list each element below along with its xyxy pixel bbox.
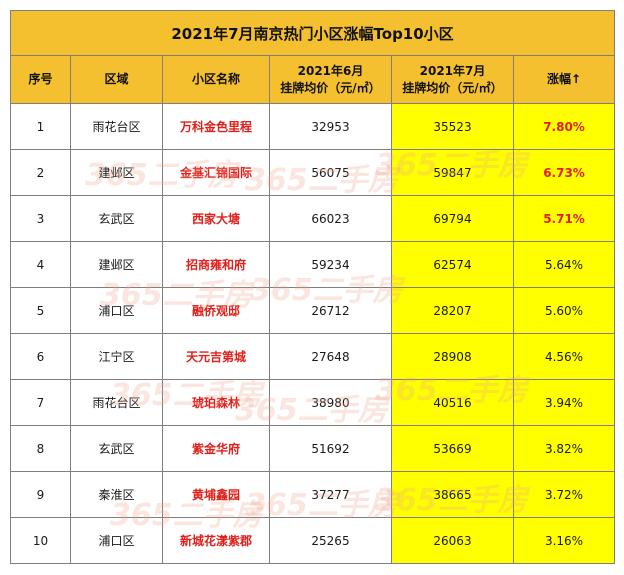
- table-row: 3 玄武区 西家大塘 66023 69794 5.71%: [10, 195, 616, 242]
- cell-community-name: 新城花漾紫郡: [162, 517, 270, 564]
- table-row: 1 雨花台区 万科金色里程 32953 35523 7.80%: [10, 103, 616, 150]
- cell-community-name: 琥珀森林: [162, 379, 270, 426]
- cell-growth: 5.60%: [512, 287, 616, 334]
- cell-community-name: 天元吉第城: [162, 333, 270, 380]
- cell-rank: 1: [10, 103, 71, 150]
- cell-growth: 5.71%: [512, 195, 616, 242]
- cell-growth: 4.56%: [512, 333, 616, 380]
- cell-july-price: 40516: [391, 379, 514, 426]
- cell-july-price: 62574: [391, 241, 514, 288]
- header-growth: 涨幅↑: [512, 55, 616, 104]
- cell-growth: 3.94%: [512, 379, 616, 426]
- cell-june-price: 26712: [269, 287, 392, 334]
- cell-district: 玄武区: [70, 425, 163, 472]
- header-july-line1: 2021年7月: [419, 63, 486, 78]
- header-rank: 序号: [10, 55, 71, 104]
- cell-june-price: 27648: [269, 333, 392, 380]
- table-row: 10 浦口区 新城花漾紫郡 25265 26063 3.16%: [10, 517, 616, 564]
- cell-community-name: 招商雍和府: [162, 241, 270, 288]
- cell-rank: 6: [10, 333, 71, 380]
- cell-district: 浦口区: [70, 517, 163, 564]
- cell-rank: 2: [10, 149, 71, 196]
- cell-june-price: 51692: [269, 425, 392, 472]
- cell-july-price: 38665: [391, 471, 514, 518]
- cell-june-price: 37277: [269, 471, 392, 518]
- cell-district: 浦口区: [70, 287, 163, 334]
- table-row: 2 建邺区 金基汇锦国际 56075 59847 6.73%: [10, 149, 616, 196]
- cell-june-price: 66023: [269, 195, 392, 242]
- cell-growth: 6.73%: [512, 149, 616, 196]
- cell-district: 雨花台区: [70, 379, 163, 426]
- cell-growth: 3.16%: [512, 517, 616, 564]
- table-title: 2021年7月南京热门小区涨幅Top10小区: [9, 10, 616, 56]
- table-row: 4 建邺区 招商雍和府 59234 62574 5.64%: [10, 241, 616, 288]
- cell-district: 建邺区: [70, 241, 163, 288]
- cell-july-price: 26063: [391, 517, 514, 564]
- cell-rank: 8: [10, 425, 71, 472]
- header-june-price: 2021年6月 挂牌均价（元/㎡）: [269, 55, 392, 104]
- cell-community-name: 黄埔鑫园: [162, 471, 270, 518]
- cell-june-price: 25265: [269, 517, 392, 564]
- table-row: 9 秦淮区 黄埔鑫园 37277 38665 3.72%: [10, 471, 616, 518]
- cell-july-price: 53669: [391, 425, 514, 472]
- header-july-line2: 挂牌均价（元/㎡）: [402, 80, 503, 95]
- cell-rank: 5: [10, 287, 71, 334]
- header-district: 区域: [70, 55, 163, 104]
- cell-june-price: 59234: [269, 241, 392, 288]
- cell-community-name: 金基汇锦国际: [162, 149, 270, 196]
- header-june-line1: 2021年6月: [297, 63, 364, 78]
- ranking-table-container: 2021年7月南京热门小区涨幅Top10小区 序号 区域 小区名称 2021年6…: [9, 10, 616, 564]
- cell-district: 秦淮区: [70, 471, 163, 518]
- cell-district: 江宁区: [70, 333, 163, 380]
- cell-rank: 7: [10, 379, 71, 426]
- header-june-line2: 挂牌均价（元/㎡）: [280, 80, 381, 95]
- cell-rank: 9: [10, 471, 71, 518]
- header-july-price: 2021年7月 挂牌均价（元/㎡）: [391, 55, 514, 104]
- cell-community-name: 万科金色里程: [162, 103, 270, 150]
- cell-rank: 10: [10, 517, 71, 564]
- cell-growth: 3.72%: [512, 471, 616, 518]
- cell-district: 玄武区: [70, 195, 163, 242]
- cell-growth: 5.64%: [512, 241, 616, 288]
- header-name: 小区名称: [162, 55, 270, 104]
- cell-july-price: 35523: [391, 103, 514, 150]
- cell-july-price: 28207: [391, 287, 514, 334]
- ranking-table: 2021年7月南京热门小区涨幅Top10小区 序号 区域 小区名称 2021年6…: [9, 10, 616, 564]
- cell-july-price: 28908: [391, 333, 514, 380]
- cell-july-price: 69794: [391, 195, 514, 242]
- cell-community-name: 紫金华府: [162, 425, 270, 472]
- table-row: 7 雨花台区 琥珀森林 38980 40516 3.94%: [10, 379, 616, 426]
- cell-rank: 4: [10, 241, 71, 288]
- cell-community-name: 融侨观邸: [162, 287, 270, 334]
- cell-june-price: 56075: [269, 149, 392, 196]
- cell-district: 雨花台区: [70, 103, 163, 150]
- cell-growth: 7.80%: [512, 103, 616, 150]
- table-row: 8 玄武区 紫金华府 51692 53669 3.82%: [10, 425, 616, 472]
- cell-district: 建邺区: [70, 149, 163, 196]
- cell-june-price: 38980: [269, 379, 392, 426]
- table-row: 6 江宁区 天元吉第城 27648 28908 4.56%: [10, 333, 616, 380]
- cell-growth: 3.82%: [512, 425, 616, 472]
- cell-community-name: 西家大塘: [162, 195, 270, 242]
- table-body: 1 雨花台区 万科金色里程 32953 35523 7.80% 2 建邺区 金基汇锦国际 5607…: [10, 103, 616, 564]
- cell-rank: 3: [10, 195, 71, 242]
- cell-july-price: 59847: [391, 149, 514, 196]
- table-row: 5 浦口区 融侨观邸 26712 28207 5.60%: [10, 287, 616, 334]
- cell-june-price: 32953: [269, 103, 392, 150]
